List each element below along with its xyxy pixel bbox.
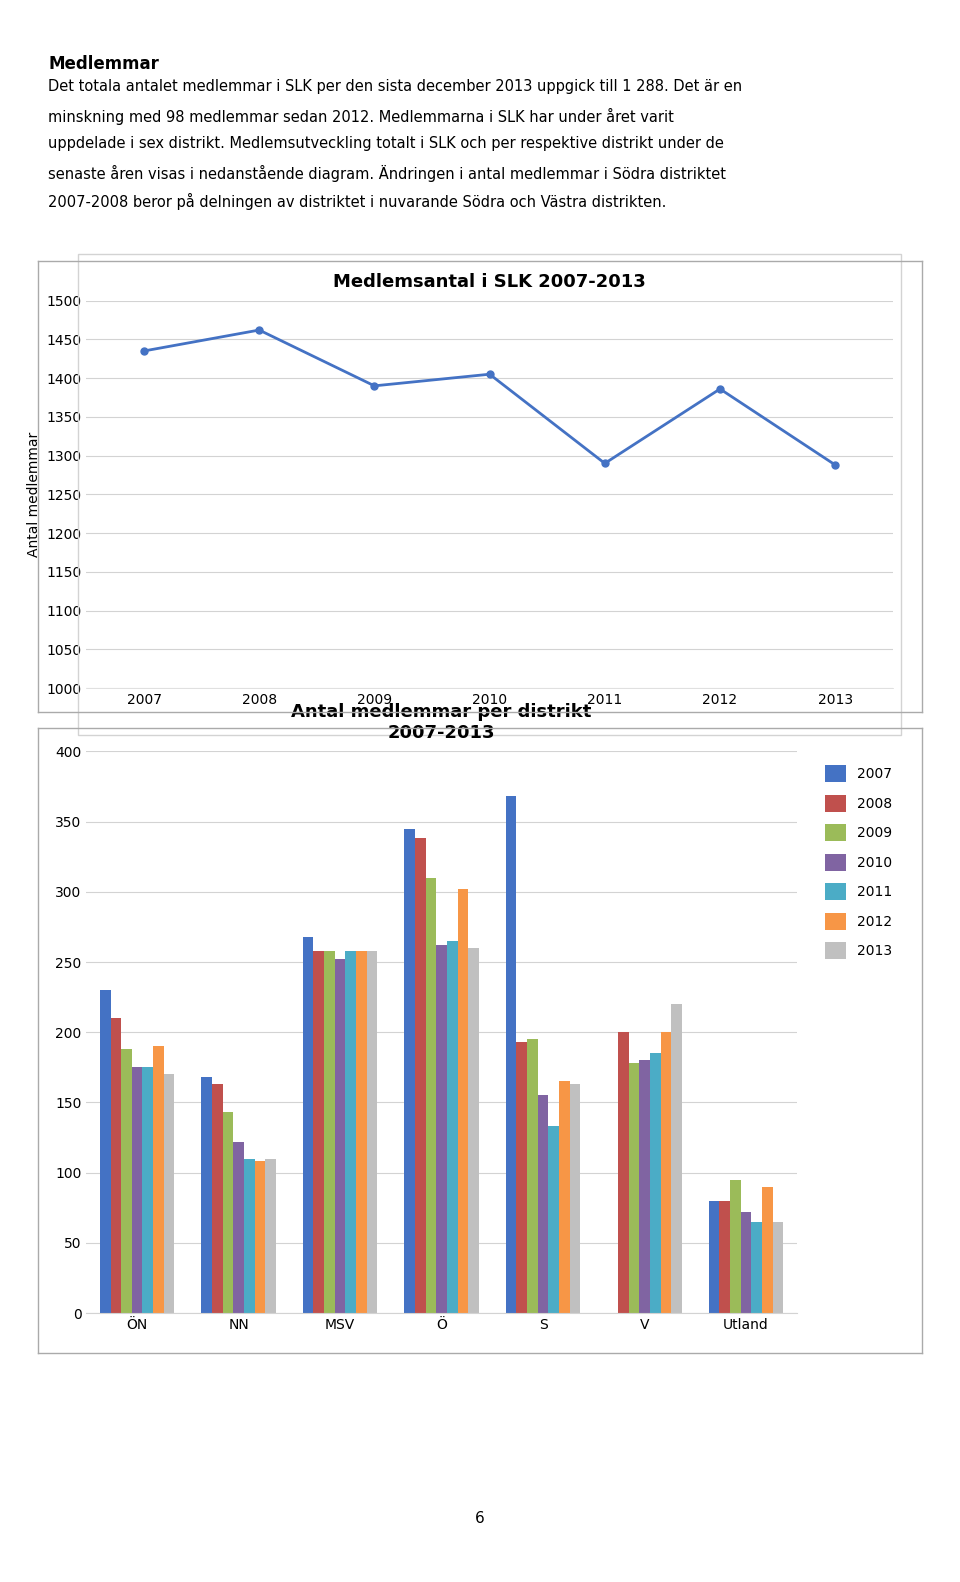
Bar bbox=[660, 1031, 671, 1313]
Bar bbox=[367, 951, 377, 1313]
Bar bbox=[516, 1043, 527, 1313]
Y-axis label: Antal medlemmar: Antal medlemmar bbox=[27, 432, 40, 557]
Bar bbox=[436, 944, 447, 1313]
Bar bbox=[671, 1005, 682, 1313]
Bar bbox=[425, 878, 436, 1313]
Bar bbox=[212, 1084, 223, 1313]
Bar bbox=[346, 951, 356, 1313]
Bar bbox=[548, 1126, 559, 1313]
Bar bbox=[569, 1084, 581, 1313]
Text: minskning med 98 medlemmar sedan 2012. Medlemmarna i SLK har under året varit: minskning med 98 medlemmar sedan 2012. M… bbox=[48, 108, 674, 125]
Bar bbox=[752, 1221, 762, 1313]
Bar bbox=[244, 1158, 254, 1313]
Bar bbox=[356, 951, 367, 1313]
Bar bbox=[468, 948, 479, 1313]
Bar bbox=[202, 1077, 212, 1313]
Text: 6: 6 bbox=[475, 1511, 485, 1527]
Bar bbox=[265, 1158, 276, 1313]
Bar bbox=[223, 1112, 233, 1313]
Bar bbox=[415, 838, 425, 1313]
Bar bbox=[527, 1039, 538, 1313]
Title: Antal medlemmar per distrikt
2007-2013: Antal medlemmar per distrikt 2007-2013 bbox=[292, 702, 591, 742]
Bar bbox=[154, 1046, 164, 1313]
Bar bbox=[233, 1142, 244, 1313]
Bar bbox=[110, 1019, 121, 1313]
Bar bbox=[142, 1068, 154, 1313]
Bar bbox=[132, 1068, 142, 1313]
Bar bbox=[719, 1201, 730, 1313]
Bar bbox=[447, 941, 458, 1313]
Bar bbox=[302, 937, 314, 1313]
Bar bbox=[100, 990, 110, 1313]
Legend: 2007, 2008, 2009, 2010, 2011, 2012, 2013: 2007, 2008, 2009, 2010, 2011, 2012, 2013 bbox=[818, 758, 899, 967]
Bar bbox=[773, 1221, 783, 1313]
Bar bbox=[121, 1049, 132, 1313]
Bar bbox=[458, 889, 468, 1313]
Bar bbox=[741, 1212, 752, 1313]
Bar bbox=[730, 1180, 741, 1313]
Text: senaste åren visas i nedanstående diagram. Ändringen i antal medlemmar i Södra d: senaste åren visas i nedanstående diagra… bbox=[48, 165, 726, 182]
Bar bbox=[639, 1060, 650, 1313]
Text: Det totala antalet medlemmar i SLK per den sista december 2013 uppgick till 1 28: Det totala antalet medlemmar i SLK per d… bbox=[48, 79, 742, 93]
Text: uppdelade i sex distrikt. Medlemsutveckling totalt i SLK och per respektive dist: uppdelade i sex distrikt. Medlemsutveckl… bbox=[48, 136, 724, 150]
Bar bbox=[335, 959, 346, 1313]
Title: Medlemsantal i SLK 2007-2013: Medlemsantal i SLK 2007-2013 bbox=[333, 272, 646, 291]
Bar bbox=[538, 1095, 548, 1313]
Bar bbox=[506, 796, 516, 1313]
Text: 2007-2008 beror på delningen av distriktet i nuvarande Södra och Västra distrikt: 2007-2008 beror på delningen av distrikt… bbox=[48, 193, 666, 210]
Bar bbox=[324, 951, 335, 1313]
Bar bbox=[762, 1186, 773, 1313]
Bar bbox=[254, 1161, 265, 1313]
Bar bbox=[314, 951, 324, 1313]
Text: Medlemmar: Medlemmar bbox=[48, 55, 158, 73]
Bar bbox=[629, 1063, 639, 1313]
Bar bbox=[650, 1054, 660, 1313]
Bar bbox=[559, 1082, 569, 1313]
Bar bbox=[164, 1074, 175, 1313]
Bar bbox=[618, 1031, 629, 1313]
Bar bbox=[708, 1201, 719, 1313]
Bar bbox=[404, 829, 415, 1313]
